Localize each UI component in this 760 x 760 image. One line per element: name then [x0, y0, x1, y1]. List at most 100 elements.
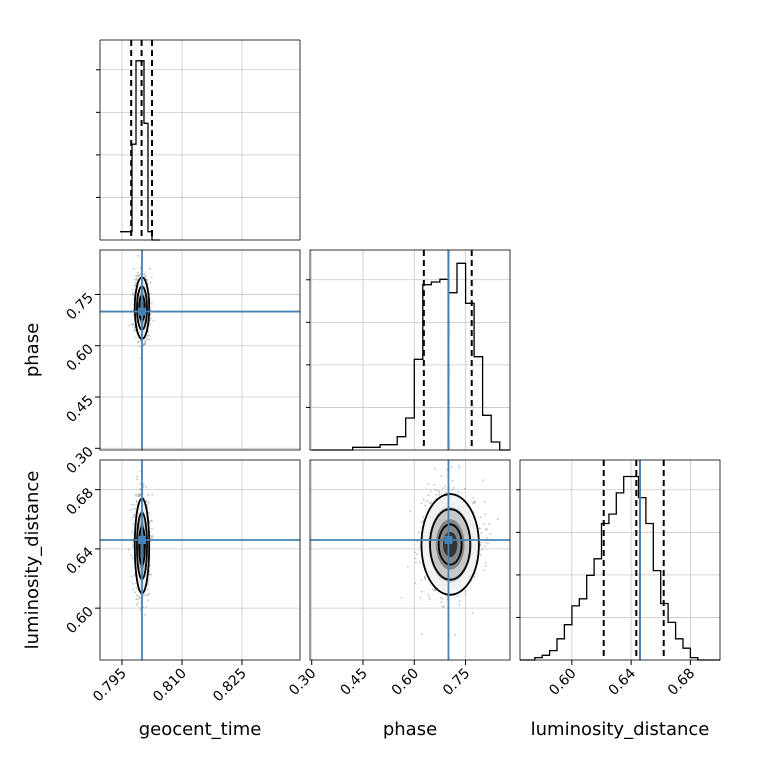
truth-marker: [444, 536, 453, 544]
panel-frame: [99, 249, 301, 451]
sample-point: [138, 345, 141, 348]
sample-point: [139, 609, 142, 612]
sample-point: [150, 535, 153, 537]
sample-point: [443, 605, 445, 608]
sample-point: [481, 548, 483, 551]
sample-point: [132, 523, 135, 525]
joint-content: [310, 460, 510, 660]
y-tick-label: 0.30: [63, 444, 96, 477]
x-tick-label: 0.30: [286, 666, 319, 699]
sample-point: [138, 274, 141, 277]
sample-point: [134, 284, 137, 287]
sample-point: [144, 614, 147, 616]
sample-point: [148, 570, 151, 573]
sample-point: [136, 340, 139, 343]
x-tick-label: 0.825: [210, 666, 250, 706]
sample-point: [133, 326, 136, 329]
y-tick-label: 0.68: [63, 485, 96, 518]
sample-point: [149, 308, 152, 311]
sample-point: [133, 504, 136, 506]
sample-point: [135, 493, 137, 496]
joint-panel-geocent_time-phase: [99, 249, 301, 451]
sample-point: [130, 503, 133, 506]
y-tick-label: 0.60: [63, 604, 96, 637]
sample-point: [427, 494, 430, 497]
sample-point: [472, 497, 475, 499]
sample-point: [451, 489, 454, 491]
sample-point: [439, 596, 442, 599]
sample-point: [450, 466, 453, 468]
sample-point: [420, 502, 423, 504]
sample-point: [131, 517, 134, 519]
sample-point: [437, 489, 440, 492]
sample-point: [473, 501, 476, 503]
sample-point: [427, 593, 430, 596]
sample-point: [434, 489, 437, 491]
sample-point: [486, 537, 489, 539]
joint-panel-phase-luminosity_distance: [309, 459, 511, 661]
sample-point: [137, 274, 140, 277]
marginal-panel-geocent_time: [96, 39, 301, 241]
density-level: [442, 531, 458, 558]
sample-point: [422, 516, 425, 519]
sample-point: [135, 275, 137, 278]
sample-point: [146, 500, 148, 503]
sample-point: [438, 491, 441, 493]
sample-point: [135, 499, 138, 502]
sample-point: [151, 520, 154, 523]
sample-point: [138, 596, 141, 599]
sample-point: [147, 282, 149, 285]
sample-point: [139, 483, 142, 485]
sample-point: [432, 588, 434, 591]
sample-point: [139, 607, 142, 609]
x-tick-label: 0.75: [440, 666, 473, 699]
sample-point: [134, 591, 137, 594]
sample-point: [454, 633, 457, 636]
sample-point: [144, 340, 146, 342]
sample-point: [132, 289, 135, 291]
sample-point: [145, 336, 147, 339]
sample-point: [433, 484, 435, 486]
sample-point: [145, 594, 148, 597]
sample-point: [142, 483, 145, 485]
sample-point: [138, 495, 141, 497]
sample-point: [131, 546, 134, 548]
sample-point: [127, 548, 130, 551]
sample-point: [136, 602, 139, 604]
sample-point: [148, 334, 151, 336]
truth-marker: [138, 307, 146, 316]
sample-point: [474, 500, 476, 503]
sample-point: [133, 516, 136, 518]
sample-point: [479, 516, 482, 519]
sample-point: [133, 514, 135, 517]
sample-point: [138, 341, 140, 344]
sample-point: [480, 532, 483, 534]
sample-point: [489, 532, 492, 535]
sample-point: [129, 509, 132, 512]
sample-point: [479, 541, 482, 544]
contour-line: [429, 508, 472, 581]
sample-point: [149, 322, 151, 325]
sample-point: [135, 278, 138, 280]
sample-point: [137, 255, 140, 257]
sample-point: [139, 273, 142, 275]
sample-point: [458, 467, 461, 469]
sample-point: [441, 487, 444, 489]
sample-point: [137, 271, 140, 274]
sample-point: [144, 343, 147, 345]
sample-point: [434, 467, 436, 470]
sample-point: [472, 501, 474, 504]
sample-point: [136, 478, 139, 480]
sample-point: [472, 612, 474, 615]
sample-point: [131, 557, 134, 560]
sample-point: [409, 510, 411, 512]
sample-point: [417, 531, 420, 534]
sample-point: [137, 598, 140, 600]
sample-point: [144, 341, 147, 343]
sample-point: [131, 508, 134, 511]
y-tick-label: 0.75: [63, 290, 96, 323]
x-tick-label: 0.810: [150, 666, 190, 706]
sample-point: [458, 600, 461, 602]
sample-point: [444, 492, 447, 494]
sample-point: [133, 328, 136, 331]
